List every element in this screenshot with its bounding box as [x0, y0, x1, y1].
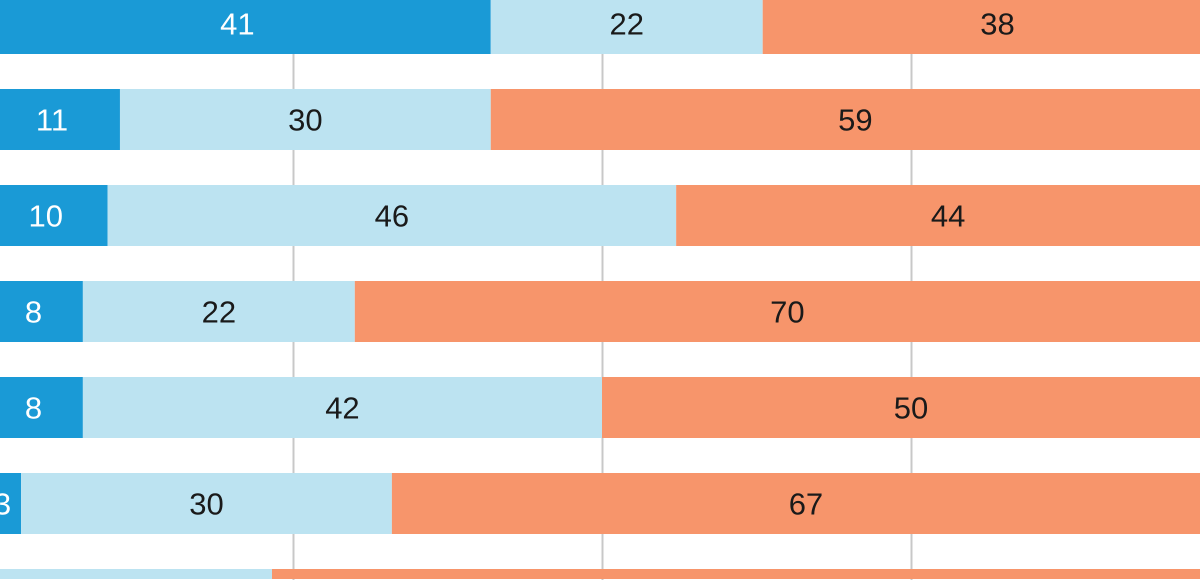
data-label-row3-series3: 44 — [931, 199, 965, 234]
data-label-row6-series2: 30 — [189, 487, 223, 522]
data-label-row3-series1: 10 — [29, 199, 63, 234]
bar-segment-row1-series2 — [490, 0, 763, 54]
bar-segment-row3-series3 — [676, 185, 1200, 246]
data-label-row5-series2: 42 — [325, 391, 359, 426]
data-labels: 41 22 38 11 30 59 10 46 44 8 22 70 8 42 50 3 30 67 — [0, 7, 1015, 522]
bar-segment-row2-series3 — [490, 89, 1200, 150]
data-label-row1-series3: 38 — [980, 7, 1014, 42]
data-label-row3-series2: 46 — [375, 199, 409, 234]
bar-segment-row5-series3 — [602, 377, 1200, 438]
bar-segment-row4-series1 — [0, 281, 83, 342]
bar-segment-row1-series3 — [762, 0, 1200, 54]
data-label-row2-series2: 30 — [288, 103, 322, 138]
bar-segment-cropped-orange — [272, 569, 1200, 579]
bar-segment-row6-series3 — [391, 473, 1200, 534]
data-label-row1-series2: 22 — [609, 7, 643, 42]
data-label-row6-series3: 67 — [789, 487, 823, 522]
data-label-row4-series3: 70 — [770, 295, 804, 330]
data-label-row2-series3: 59 — [838, 103, 872, 138]
bar-segment-row6-series1 — [0, 473, 22, 534]
data-label-row2-series1: 11 — [36, 103, 68, 138]
bar-segment-row4-series3 — [354, 281, 1200, 342]
data-label-row5-series3: 50 — [894, 391, 928, 426]
bar-segment-row5-series1 — [0, 377, 83, 438]
bar-segment-row3-series2 — [107, 185, 677, 246]
data-label-row5-series1: 8 — [25, 391, 42, 426]
bar-segment-row4-series2 — [82, 281, 355, 342]
bar-segment-row6-series2 — [21, 473, 392, 534]
bar-segment-row3-series1 — [0, 185, 108, 246]
bar-segment-cropped-light — [0, 569, 272, 579]
bar-segment-row2-series2 — [119, 89, 491, 150]
data-label-row6-series1: 3 — [0, 487, 11, 522]
data-label-row4-series2: 22 — [202, 295, 236, 330]
bar-segment-row1-series1 — [0, 0, 491, 54]
bar-segment-row2-series1 — [0, 89, 120, 150]
bar-segment-row5-series2 — [82, 377, 602, 438]
data-label-row4-series1: 8 — [25, 295, 42, 330]
data-label-row1-series1: 41 — [220, 7, 254, 42]
